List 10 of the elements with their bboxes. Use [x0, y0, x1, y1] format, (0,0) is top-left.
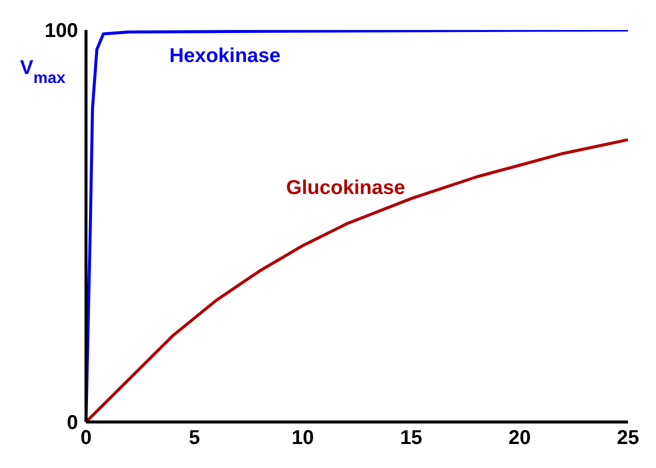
series-label: Hexokinase: [169, 44, 281, 67]
x-tick-label: 10: [292, 427, 314, 450]
x-tick-label: 20: [508, 427, 531, 450]
series-label: Glucokinase: [286, 177, 406, 200]
y-tick-label: 100: [44, 20, 78, 42]
x-tick-label: 0: [80, 427, 92, 450]
x-tick-label: 5: [188, 427, 200, 450]
y-axis-title: V$_{max}$: [20, 57, 66, 86]
x-tick-label: 15: [400, 427, 422, 450]
x-tick-label: 25: [616, 427, 640, 450]
